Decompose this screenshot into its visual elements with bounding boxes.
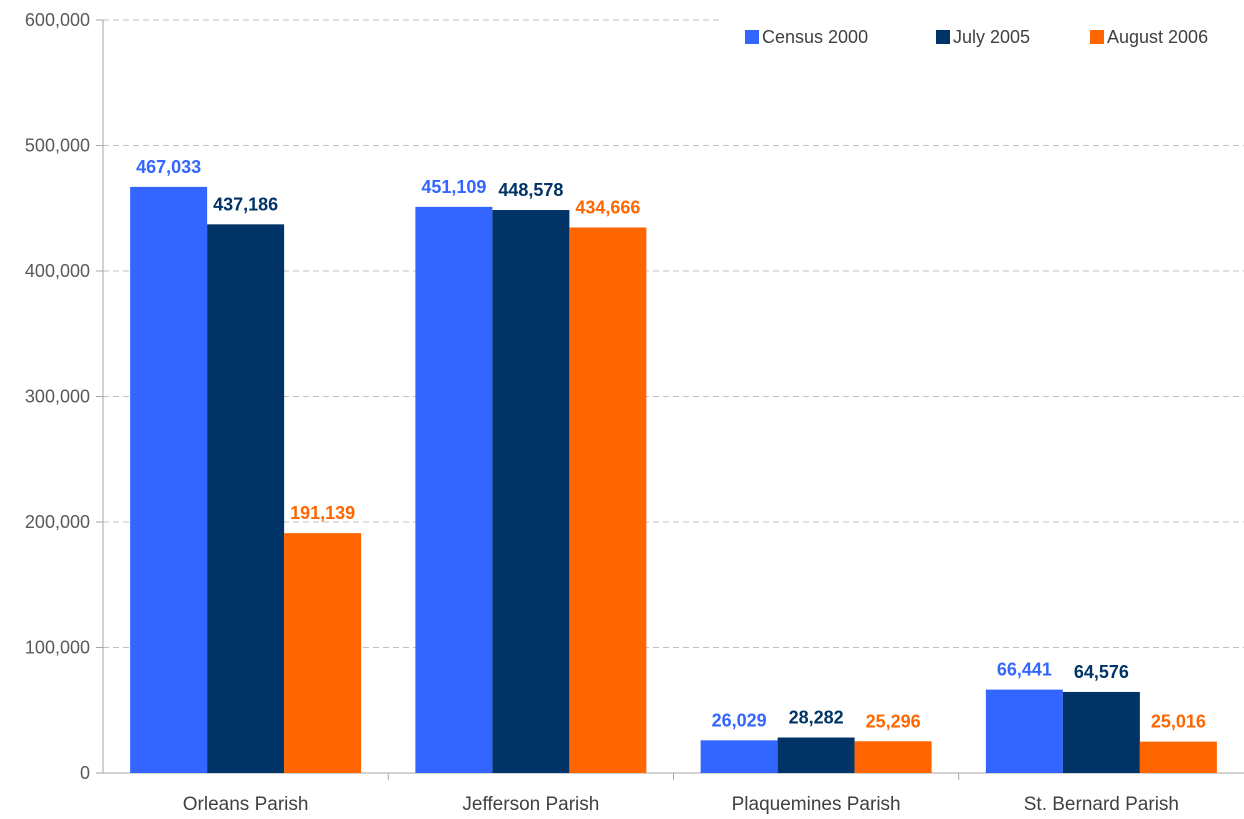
data-label: 28,282	[789, 708, 844, 728]
x-category-label: Orleans Parish	[183, 794, 309, 815]
bars	[130, 186, 1217, 774]
bar	[492, 210, 570, 773]
gridlines	[103, 19, 1244, 648]
data-label: 64,576	[1074, 662, 1129, 682]
bar	[700, 740, 778, 773]
data-label: 66,441	[997, 660, 1052, 680]
data-label: 467,033	[136, 157, 201, 177]
bar	[1062, 691, 1140, 773]
bar	[777, 737, 855, 773]
legend-label: August 2006	[1107, 27, 1208, 47]
y-tick-label: 200,000	[25, 512, 90, 532]
y-tick-label: 100,000	[25, 638, 90, 658]
data-label: 25,016	[1151, 712, 1206, 732]
data-label: 448,578	[498, 180, 563, 200]
data-label: 26,029	[712, 710, 767, 730]
bar	[130, 186, 208, 773]
x-category-label: Jefferson Parish	[462, 794, 599, 815]
y-tick-label: 600,000	[25, 10, 90, 30]
y-tick-label: 300,000	[25, 387, 90, 407]
data-labels: 467,033 437,186 191,139 451,109 448,578 434,6…	[136, 157, 1206, 732]
y-tick-label: 0	[80, 763, 90, 783]
y-tick-label: 500,000	[25, 136, 90, 156]
bar	[1139, 741, 1217, 773]
legend: Census 2000 July 2005 August 2006	[722, 12, 1244, 52]
x-category-label: St. Bernard Parish	[1024, 794, 1179, 815]
y-tick-label: 400,000	[25, 261, 90, 281]
bar	[415, 206, 493, 773]
legend-label: Census 2000	[762, 27, 868, 47]
bar	[284, 533, 362, 773]
x-category-label: Plaquemines Parish	[732, 794, 901, 815]
data-label: 451,109	[421, 177, 486, 197]
data-label: 434,666	[575, 197, 640, 217]
legend-background	[722, 12, 1244, 52]
bar	[569, 227, 647, 774]
legend-label: July 2005	[953, 27, 1030, 47]
legend-swatch	[1090, 30, 1104, 44]
legend-swatch	[745, 30, 759, 44]
data-label: 437,186	[213, 194, 278, 214]
data-label: 25,296	[866, 711, 921, 731]
bar	[207, 224, 285, 774]
bar	[854, 741, 932, 773]
legend-swatch	[936, 30, 950, 44]
data-label: 191,139	[290, 503, 355, 523]
bar	[985, 689, 1063, 773]
